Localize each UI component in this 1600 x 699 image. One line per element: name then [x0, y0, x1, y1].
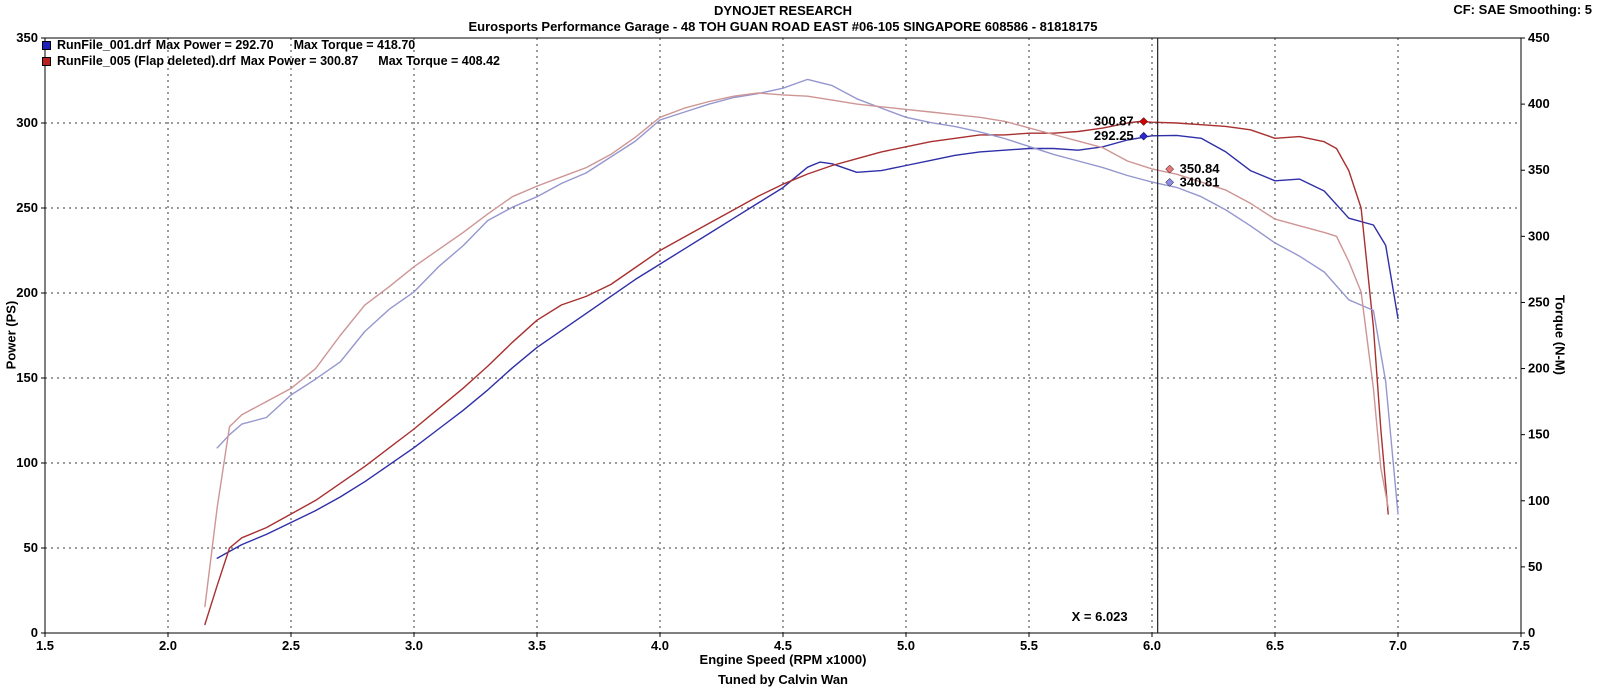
x-tick-label: 3.5 — [528, 638, 546, 653]
x-tick-label: 4.5 — [774, 638, 792, 653]
y-right-tick-label: 300 — [1528, 228, 1550, 243]
x-tick-label: 1.5 — [36, 638, 54, 653]
y-right-tick-label: 100 — [1528, 493, 1550, 508]
y-left-tick-label: 100 — [16, 455, 38, 470]
y-left-tick-label: 300 — [16, 115, 38, 130]
legend-swatch-run5 — [42, 56, 51, 66]
x-tick-label: 5.0 — [897, 638, 915, 653]
y-left-tick-label: 150 — [16, 370, 38, 385]
y-right-tick-label: 350 — [1528, 162, 1550, 177]
y-left-tick-label: 250 — [16, 200, 38, 215]
y-right-tick-label: 200 — [1528, 361, 1550, 376]
legend-swatch-run1 — [42, 40, 51, 50]
cursor-readout-value: 340.81 — [1180, 174, 1220, 189]
x-tick-label: 4.0 — [651, 638, 669, 653]
y-right-tick-label: 150 — [1528, 427, 1550, 442]
x-tick-label: 3.0 — [405, 638, 423, 653]
chart-title: DYNOJET RESEARCH — [714, 3, 852, 18]
legend-run5-max-torque: Max Torque = 408.42 — [378, 54, 500, 68]
curve-run1_power — [216, 134, 1399, 559]
legend-run1-max-torque: Max Torque = 418.70 — [293, 38, 416, 52]
x-axis-label: Engine Speed (RPM x1000) — [699, 652, 867, 667]
legend-run5: RunFile_005 (Flap deleted).drf Max Power… — [42, 53, 500, 69]
y-left-tick-label: 50 — [24, 540, 38, 555]
x-tick-label: 7.0 — [1389, 638, 1407, 653]
y-right-tick-label: 250 — [1528, 294, 1550, 309]
y-right-tick-label: 50 — [1528, 559, 1542, 574]
y-axis-label-torque: Torque (N-M) — [1552, 295, 1568, 375]
y-right-tick-label: 0 — [1528, 625, 1535, 640]
x-tick-label: 6.0 — [1143, 638, 1161, 653]
curve-run1_torque — [216, 78, 1399, 515]
cursor-readout-value: 292.25 — [1094, 128, 1134, 143]
x-tick-label: 2.5 — [282, 638, 300, 653]
legend-run1-max-power: Max Power = 292.70 — [155, 38, 274, 52]
chart-subtitle: Eurosports Performance Garage - 48 TOH G… — [468, 19, 1098, 34]
x-tick-label: 2.0 — [159, 638, 177, 653]
cf-smoothing-note: CF: SAE Smoothing: 5 — [1453, 2, 1592, 17]
legend-run5-max-power: Max Power = 300.87 — [240, 54, 359, 68]
cursor-readout-value: 300.87 — [1094, 114, 1134, 129]
y-right-tick-label: 400 — [1528, 96, 1550, 111]
cursor-marker — [1165, 178, 1175, 187]
cursor-marker — [1139, 117, 1149, 126]
x-tick-label: 6.5 — [1266, 638, 1284, 653]
legend-run5-file: RunFile_005 (Flap deleted).drf — [57, 54, 236, 68]
y-left-tick-label: 350 — [16, 30, 38, 45]
cursor-readout-value: 350.84 — [1180, 161, 1221, 176]
footer-credit: Tuned by Calvin Wan — [717, 672, 848, 687]
legend-run1-file: RunFile_001.drf — [57, 38, 151, 52]
y-left-tick-label: 200 — [16, 285, 38, 300]
chart-legend: RunFile_001.drf Max Power = 292.70 Max T… — [42, 37, 500, 69]
curve-run5_power — [204, 120, 1389, 626]
y-axis-label-power: Power (PS) — [3, 300, 19, 370]
cursor-marker — [1139, 131, 1149, 141]
y-left-tick-label: 0 — [31, 625, 38, 640]
y-right-tick-label: 450 — [1528, 30, 1550, 45]
x-tick-label: 5.5 — [1020, 638, 1038, 653]
cursor-x-label: X = 6.023 — [1072, 609, 1128, 624]
x-tick-label: 7.5 — [1512, 638, 1530, 653]
legend-run1: RunFile_001.drf Max Power = 292.70 Max T… — [42, 37, 500, 53]
curve-run5_torque — [204, 92, 1389, 608]
cursor-marker — [1165, 164, 1175, 174]
